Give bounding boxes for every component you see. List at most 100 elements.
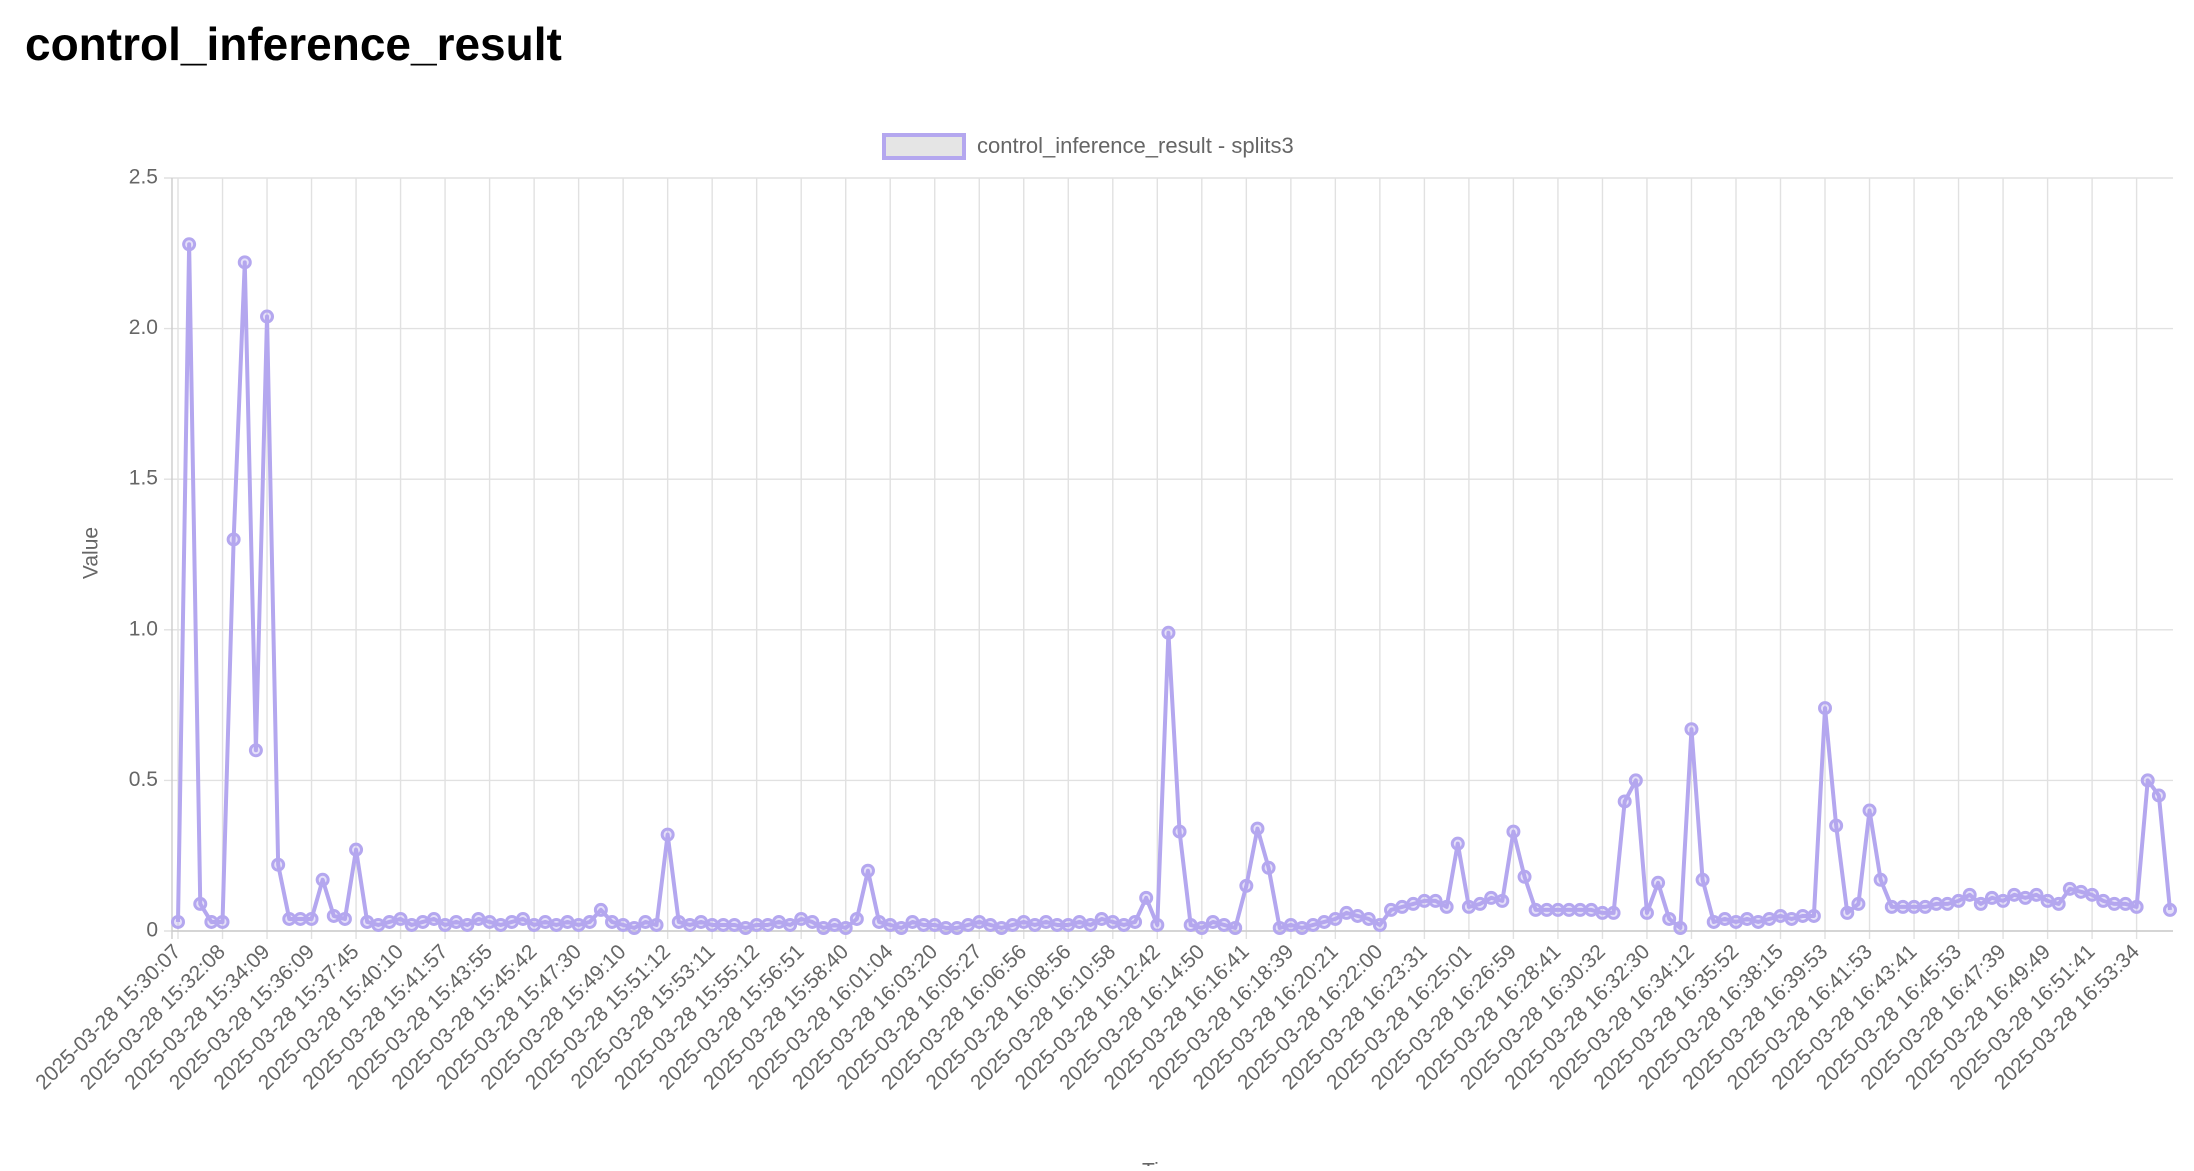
data-point bbox=[1328, 911, 1343, 926]
data-point bbox=[471, 911, 486, 926]
data-point bbox=[1439, 899, 1454, 914]
data-point bbox=[1506, 824, 1521, 839]
data-point bbox=[1784, 911, 1799, 926]
data-point bbox=[827, 917, 842, 932]
data-point bbox=[1039, 914, 1054, 929]
data-point bbox=[415, 914, 430, 929]
x-axis-title: Time bbox=[1142, 1160, 1188, 1166]
data-point bbox=[1984, 890, 1999, 905]
data-point bbox=[849, 911, 864, 926]
data-point bbox=[671, 914, 686, 929]
data-point bbox=[1806, 908, 1821, 923]
y-tick-label: 2.0 bbox=[129, 316, 158, 339]
data-point bbox=[1962, 887, 1977, 902]
data-point bbox=[1072, 914, 1087, 929]
data-point bbox=[1294, 920, 1309, 935]
data-point bbox=[438, 917, 453, 932]
data-point bbox=[1083, 917, 1098, 932]
data-point bbox=[860, 863, 875, 878]
data-point bbox=[1194, 920, 1209, 935]
data-point bbox=[1573, 902, 1588, 917]
data-point bbox=[2140, 773, 2155, 788]
data-point bbox=[2062, 881, 2077, 896]
data-point bbox=[260, 309, 275, 324]
data-point bbox=[460, 917, 475, 932]
data-point bbox=[616, 917, 631, 932]
data-point bbox=[605, 914, 620, 929]
data-point bbox=[1728, 914, 1743, 929]
data-point bbox=[215, 914, 230, 929]
data-point bbox=[2018, 890, 2033, 905]
data-point bbox=[538, 914, 553, 929]
data-point bbox=[2107, 896, 2122, 911]
data-point bbox=[1205, 914, 1220, 929]
data-point bbox=[1840, 905, 1855, 920]
legend: control_inference_result - splits3 bbox=[882, 133, 1294, 160]
y-tick-label: 0.5 bbox=[129, 768, 158, 791]
data-point bbox=[872, 914, 887, 929]
data-point bbox=[337, 911, 352, 926]
data-point bbox=[760, 917, 775, 932]
data-point bbox=[1717, 911, 1732, 926]
data-point bbox=[1183, 917, 1198, 932]
data-point bbox=[1372, 917, 1387, 932]
data-point bbox=[1651, 875, 1666, 890]
data-point bbox=[515, 911, 530, 926]
data-point bbox=[794, 911, 809, 926]
y-axis-title: Value bbox=[80, 527, 103, 579]
data-point bbox=[838, 920, 853, 935]
data-point bbox=[994, 920, 1009, 935]
data-point bbox=[360, 914, 375, 929]
data-point bbox=[1005, 917, 1020, 932]
data-point bbox=[593, 902, 608, 917]
data-point bbox=[1706, 914, 1721, 929]
data-point bbox=[1528, 902, 1543, 917]
data-point bbox=[1795, 908, 1810, 923]
data-point bbox=[1628, 773, 1643, 788]
data-point bbox=[916, 917, 931, 932]
data-point bbox=[1428, 893, 1443, 908]
data-point bbox=[393, 911, 408, 926]
data-point bbox=[1584, 902, 1599, 917]
data-point bbox=[1473, 896, 1488, 911]
data-point bbox=[1851, 896, 1866, 911]
data-point bbox=[1016, 914, 1031, 929]
data-point bbox=[482, 914, 497, 929]
data-point bbox=[2096, 893, 2111, 908]
data-point bbox=[805, 914, 820, 929]
data-point bbox=[1907, 899, 1922, 914]
data-point bbox=[1996, 893, 2011, 908]
data-point bbox=[326, 908, 341, 923]
data-point bbox=[816, 920, 831, 935]
legend-swatch bbox=[882, 133, 966, 160]
data-point bbox=[371, 917, 386, 932]
data-point bbox=[905, 914, 920, 929]
data-point bbox=[1317, 914, 1332, 929]
data-point bbox=[949, 920, 964, 935]
y-tick-label: 2.5 bbox=[129, 166, 158, 189]
data-point bbox=[1161, 625, 1176, 640]
data-point bbox=[1684, 722, 1699, 737]
data-point bbox=[1740, 911, 1755, 926]
data-point bbox=[2040, 893, 2055, 908]
data-point bbox=[171, 914, 185, 929]
legend-label: control_inference_result - splits3 bbox=[977, 133, 1294, 158]
data-point bbox=[2129, 899, 2144, 914]
data-point bbox=[1061, 917, 1076, 932]
data-point bbox=[304, 911, 319, 926]
y-tick-label: 0 bbox=[146, 919, 158, 942]
data-point bbox=[182, 237, 197, 252]
data-point bbox=[1639, 905, 1654, 920]
data-point bbox=[1172, 824, 1187, 839]
data-point bbox=[426, 911, 441, 926]
data-point bbox=[1495, 893, 1510, 908]
data-point bbox=[883, 917, 898, 932]
data-point bbox=[638, 914, 653, 929]
data-point bbox=[493, 917, 508, 932]
data-point bbox=[1673, 920, 1688, 935]
data-point bbox=[1918, 899, 1933, 914]
data-point bbox=[927, 917, 942, 932]
data-point bbox=[1094, 911, 1109, 926]
